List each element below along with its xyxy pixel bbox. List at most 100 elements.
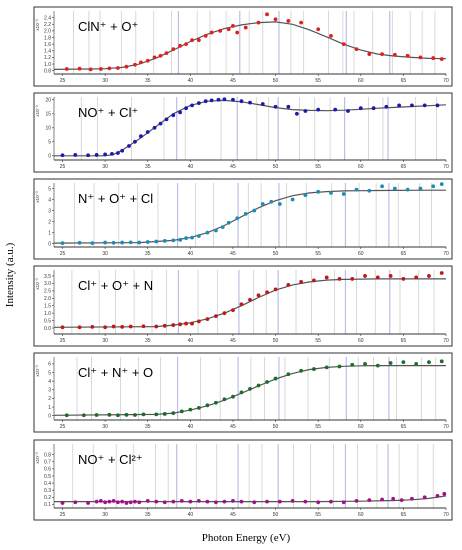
- y-tick-label: 0.8: [44, 68, 51, 74]
- data-point: [154, 499, 159, 504]
- data-point: [116, 413, 120, 418]
- data-point: [88, 67, 93, 72]
- x-tick-label: 70: [443, 512, 449, 518]
- data-point: [384, 104, 389, 109]
- x-tick-label: 30: [102, 164, 108, 170]
- data-point: [77, 240, 82, 245]
- data-point: [363, 362, 367, 366]
- x-tick-label: 70: [443, 251, 449, 257]
- x-tick-label: 55: [315, 512, 321, 518]
- data-point: [73, 500, 78, 505]
- data-point: [94, 499, 99, 504]
- data-point: [103, 240, 108, 245]
- y-tick-label: 5: [48, 370, 51, 376]
- data-point: [94, 413, 99, 417]
- panel-frame: [33, 178, 453, 260]
- x-tick-label: 60: [358, 512, 364, 518]
- data-point: [171, 113, 176, 118]
- data-point: [380, 184, 384, 189]
- x-tick-label: 40: [188, 424, 194, 430]
- data-point: [137, 240, 142, 245]
- data-point: [214, 500, 218, 505]
- data-point: [341, 192, 346, 196]
- x-tick-label: 65: [401, 424, 407, 430]
- data-point: [120, 499, 125, 504]
- x-tick-label: 30: [102, 338, 108, 344]
- data-point: [316, 27, 321, 32]
- x-tick-label: 60: [358, 78, 364, 84]
- data-point: [260, 202, 265, 206]
- data-point: [86, 153, 90, 158]
- data-point: [299, 280, 304, 284]
- data-point: [216, 97, 221, 102]
- data-point: [243, 25, 248, 30]
- data-point: [418, 55, 423, 60]
- data-point: [388, 361, 393, 365]
- data-point: [127, 144, 131, 148]
- y-tick-label: 1.4: [44, 49, 51, 55]
- y-tick-label: 3: [48, 388, 51, 394]
- data-point: [294, 111, 299, 116]
- data-point: [178, 110, 183, 115]
- data-point: [60, 153, 65, 158]
- data-point: [124, 64, 129, 69]
- data-point: [431, 56, 436, 60]
- data-point: [277, 499, 282, 504]
- data-point: [116, 151, 120, 155]
- data-point: [218, 28, 223, 33]
- y-tick-label: 0: [48, 154, 51, 160]
- data-point: [178, 43, 183, 48]
- data-point: [81, 413, 86, 418]
- y-tick-label: 2.0: [44, 296, 51, 302]
- data-point: [145, 240, 150, 244]
- data-point: [312, 278, 316, 283]
- data-point: [164, 117, 169, 122]
- y-tick-label: 2.0: [44, 29, 51, 35]
- data-point: [190, 103, 194, 108]
- x-tick-label: 30: [102, 512, 108, 518]
- y-tick-label: 1.6: [44, 42, 51, 48]
- data-point: [231, 308, 235, 313]
- data-point: [341, 500, 346, 505]
- data-point: [329, 33, 333, 38]
- data-point: [154, 412, 159, 417]
- data-point: [439, 182, 444, 187]
- x-tick-label: 35: [145, 424, 151, 430]
- data-point: [414, 275, 419, 280]
- scale-factor-label: x10⁻³: [35, 191, 40, 203]
- panel-title: ClN⁺ + O⁺: [78, 19, 138, 34]
- data-point: [184, 106, 188, 111]
- data-point: [98, 498, 103, 503]
- data-point: [405, 53, 410, 58]
- y-tick-label: 0: [48, 241, 51, 247]
- data-point: [103, 152, 108, 157]
- data-point: [290, 197, 295, 202]
- data-point: [214, 314, 218, 319]
- x-tick-label: 70: [443, 424, 449, 430]
- data-point: [111, 498, 116, 503]
- data-point: [354, 47, 359, 52]
- data-point: [273, 376, 278, 381]
- data-point: [316, 107, 321, 112]
- y-tick-label: 1.2: [44, 55, 51, 61]
- data-point: [401, 277, 406, 281]
- data-point: [337, 277, 342, 281]
- data-point: [252, 500, 257, 505]
- data-point: [152, 55, 157, 60]
- x-tick-label: 40: [188, 338, 194, 344]
- data-point: [363, 274, 367, 278]
- data-point: [316, 189, 321, 194]
- data-point: [265, 290, 269, 295]
- data-point: [358, 106, 363, 111]
- x-tick-label: 55: [315, 338, 321, 344]
- data-point: [392, 186, 397, 191]
- data-point: [64, 413, 69, 418]
- data-point: [145, 498, 150, 503]
- panel-frame: [33, 6, 453, 87]
- data-point: [299, 368, 304, 373]
- panel-title: N⁺ + O⁺ + Cl: [78, 191, 153, 206]
- data-point: [222, 311, 227, 316]
- data-point: [120, 240, 125, 245]
- x-tick-label: 45: [230, 338, 236, 344]
- y-axis-title: Intensity (a.u.): [4, 242, 16, 307]
